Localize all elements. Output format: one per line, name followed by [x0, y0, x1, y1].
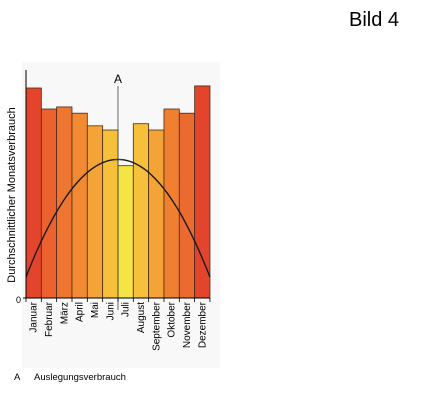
x-tick-label-april: April [75, 302, 86, 322]
x-tick-label-august: August [136, 302, 147, 333]
annotation-a-label: A [114, 72, 122, 86]
y-origin-label: 0 [16, 295, 21, 305]
bar-april [71, 112, 88, 299]
x-tick-label-märz: März [59, 302, 70, 324]
curve-group: A [25, 72, 211, 310]
x-tick-label-dezember: Dezember [197, 301, 208, 348]
axes-group [23, 70, 211, 302]
legend-text: Auslegungsverbrauch [34, 372, 126, 383]
bar-dezember [194, 85, 211, 299]
bar-märz [56, 106, 73, 299]
bar-januar [25, 87, 42, 299]
x-tick-label-november: November [182, 301, 193, 348]
x-tick-label-juli: Juli [121, 302, 132, 317]
bar-november [178, 112, 196, 299]
x-tick-label-mai: Mai [90, 302, 101, 318]
x-tick-label-oktober: Oktober [167, 301, 178, 337]
x-tick-label-februar: Februar [44, 301, 55, 337]
legend-key: A [14, 372, 21, 383]
bars-group [25, 85, 211, 299]
x-tick-label-juni: Juni [105, 302, 116, 320]
figure-title: Bild 4 [349, 9, 400, 31]
bar-oktober [163, 108, 180, 299]
bar-august [132, 123, 150, 299]
bar-februar [40, 108, 58, 299]
y-axis-label: Durchschnittlicher Monatsverbrauch [6, 107, 18, 282]
bar-mai [86, 125, 104, 299]
labels-group: Januar Februar März April Mai Juni Juli August S… [29, 301, 209, 351]
x-tick-label-januar: Januar [29, 301, 40, 332]
x-tick-label-september: September [151, 301, 162, 351]
bar-juli [117, 165, 134, 299]
legend: A Auslegungsverbrauch [14, 372, 126, 383]
bar-september [148, 129, 165, 299]
bar-juni [102, 129, 119, 299]
